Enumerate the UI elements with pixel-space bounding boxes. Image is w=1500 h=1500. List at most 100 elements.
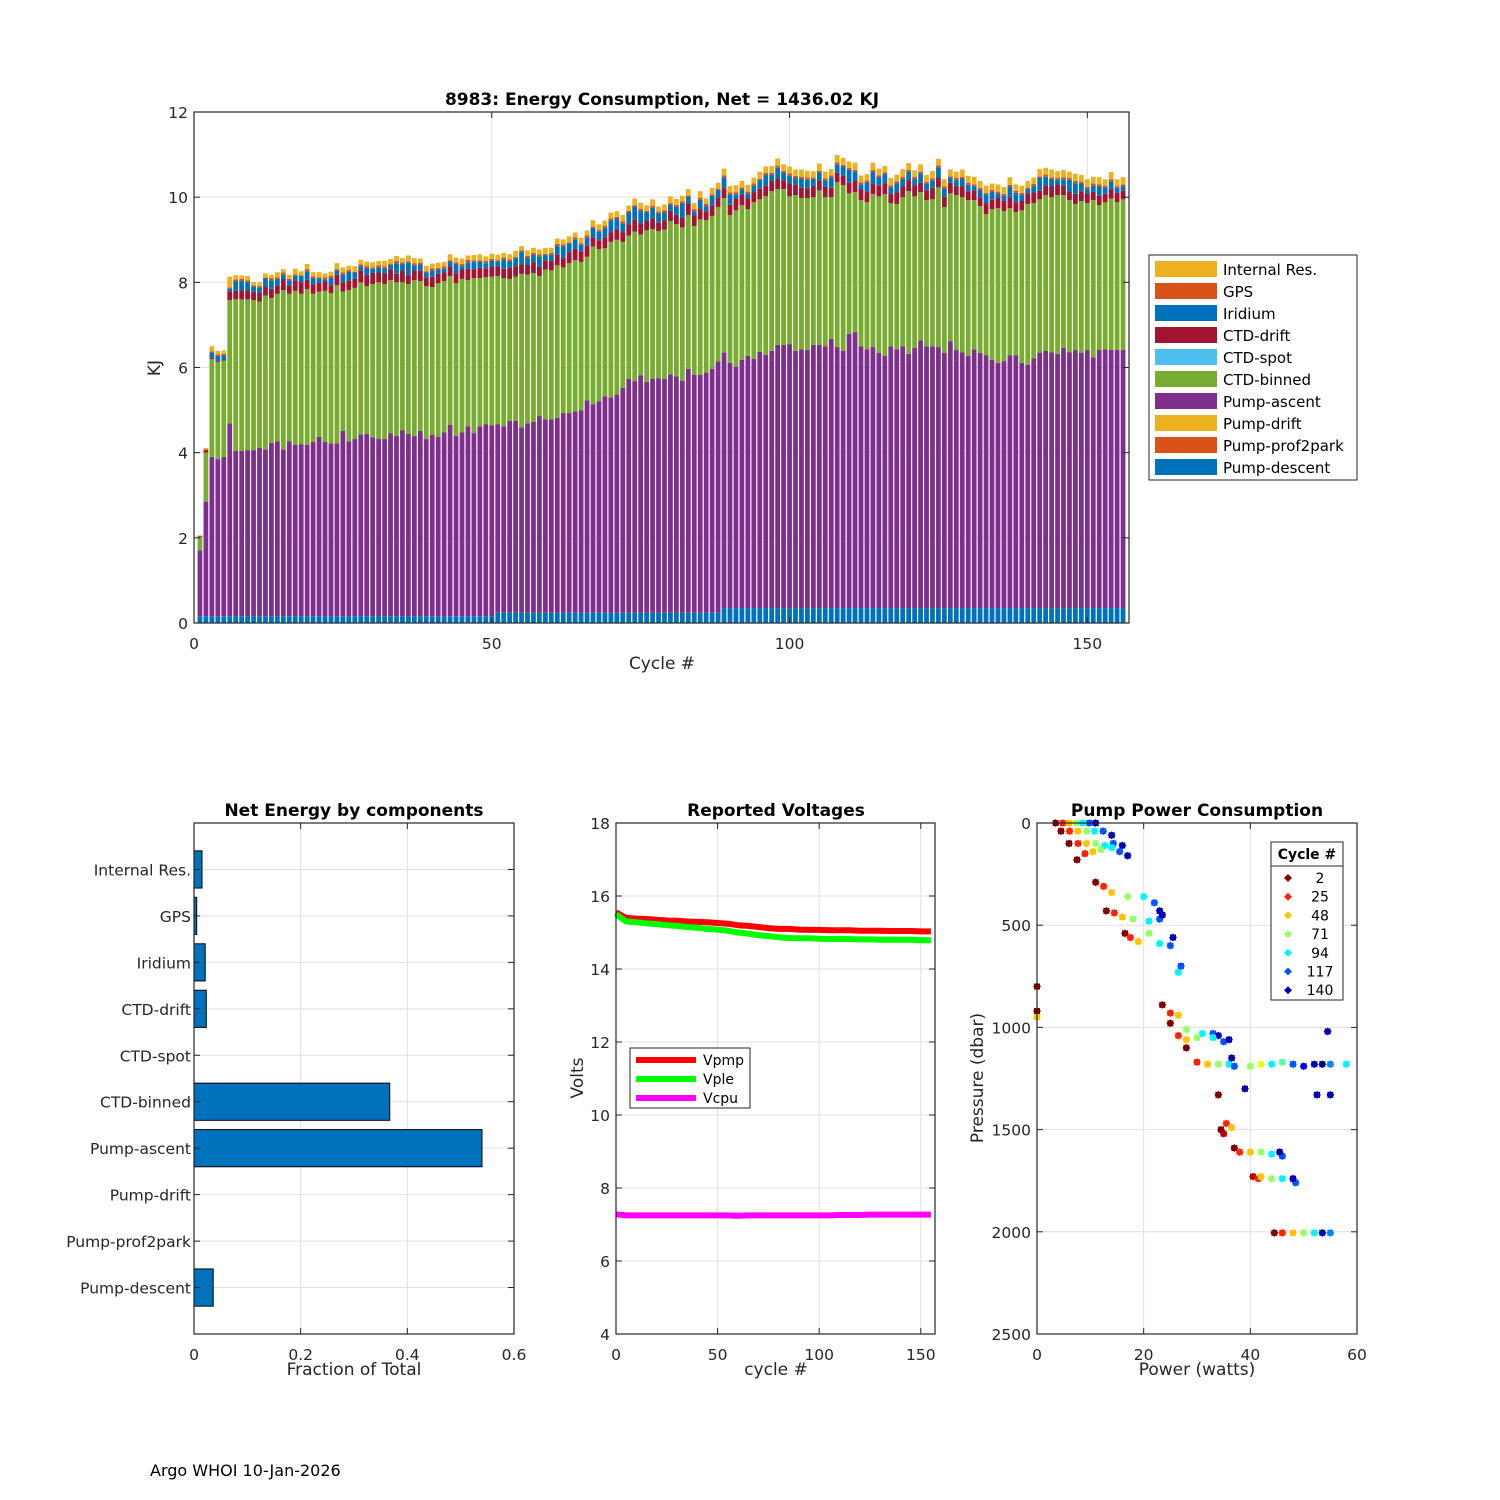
cycle-bar-stack (1061, 169, 1066, 623)
bar-segment-ctd-drift (715, 197, 721, 207)
bar-segment-internal-res- (977, 180, 983, 188)
bar-segment-iridium (828, 177, 834, 188)
bar-segment-pump-descent (251, 616, 256, 623)
bar-segment-pump-descent (215, 616, 221, 623)
bar-segment-pump-ascent (537, 416, 542, 613)
bar-segment-ctd-binned (203, 452, 209, 502)
bar-segment-ctd-binned (554, 265, 560, 418)
bar-segment-pump-ascent (1049, 352, 1054, 609)
bar-segment-pump-descent (578, 612, 584, 623)
bar-segment-pump-ascent (513, 420, 518, 613)
bar-segment-internal-res- (382, 260, 387, 267)
bar-segment-pump-descent (936, 608, 941, 623)
x-tick-label: 40 (1240, 1346, 1260, 1364)
bar-segment-ctd-binned (423, 286, 429, 440)
bar-segment-pump-ascent (560, 413, 566, 613)
bar-segment-gps (423, 271, 429, 273)
reported-voltages-chart: 0 50 100 150 4 6 8 10 12 14 16 18 Reported Voltages c… (568, 801, 936, 1380)
bar-segment-gps (531, 252, 536, 255)
bar-segment-pump-descent (876, 608, 882, 623)
scatter-point-core (1279, 1153, 1286, 1160)
bar-segment-ctd-binned (513, 276, 518, 421)
cycle-bar-stack (602, 220, 608, 623)
cycle-bar-stack (739, 180, 745, 623)
scatter-point-core (1194, 1034, 1200, 1041)
cycle-bar-stack (751, 177, 757, 623)
bar-segment-iridium (274, 278, 280, 286)
bar-segment-internal-res- (596, 224, 602, 230)
scatter-point-core (1175, 969, 1182, 976)
bar-segment-internal-res- (1102, 179, 1108, 186)
bar-segment-ctd-binned (691, 226, 697, 375)
bar-segment-gps (328, 275, 334, 278)
bar-segment-ctd-binned (870, 194, 876, 348)
bar-segment-ctd-binned (727, 215, 733, 363)
bar-segment-pump-descent (679, 612, 685, 623)
scatter-point-core (1167, 1010, 1174, 1017)
bar-segment-pump-descent (810, 608, 816, 623)
scatter-point-core (1242, 1085, 1248, 1092)
bar-segment-pump-ascent (703, 372, 709, 613)
bar-segment-iridium (1055, 179, 1060, 185)
bar-segment-iridium (596, 231, 602, 241)
bar-segment-pump-descent (727, 608, 733, 623)
bar-segment-pump-descent (1025, 608, 1031, 623)
bar-segment-gps (840, 164, 846, 167)
bar-segment-pump-descent (197, 616, 203, 623)
bar-segment-ctd-drift (251, 291, 256, 301)
bar-segment-ctd-binned (1108, 198, 1114, 351)
bar-segment-ctd-drift (1019, 200, 1025, 211)
bar-segment-ctd-binned (286, 293, 292, 442)
cycle-bar-stack (912, 170, 917, 623)
bar-segment-pump-descent (918, 608, 923, 623)
bar-segment-ctd-drift (513, 266, 518, 277)
bar-segment-internal-res- (477, 254, 483, 261)
bar-segment-ctd-drift (965, 191, 971, 201)
bar-segment-iridium (1037, 178, 1043, 191)
legend-label: 2 (1316, 871, 1325, 887)
bar-segment-iridium (971, 186, 977, 191)
bar-segment-ctd-binned (197, 536, 203, 551)
scatter-point-core (1159, 911, 1166, 918)
bar-segment-gps (1055, 178, 1060, 180)
bar-segment-internal-res- (459, 258, 465, 265)
bar-segment-iridium (376, 267, 381, 273)
bar-segment-gps (537, 254, 542, 257)
cycle-bar-stack (608, 212, 614, 623)
bar-segment-internal-res- (614, 211, 620, 217)
bar-segment-ctd-drift (376, 272, 381, 283)
bar-segment-gps (441, 266, 447, 269)
cycle-bar-stack (560, 239, 566, 623)
bar-segment-ctd-drift (465, 268, 471, 281)
bar-segment-gps (590, 226, 596, 228)
bar-segment-iridium (411, 265, 417, 271)
bar-segment-pump-descent (816, 608, 822, 623)
bar-segment-pump-descent (596, 612, 602, 623)
bar-segment-ctd-drift (638, 223, 644, 235)
bar-segment-pump-descent (209, 616, 215, 623)
bar-segment-ctd-binned (668, 221, 673, 375)
bar-segment-pump-descent (799, 608, 804, 623)
bar-segment-ctd-binned (495, 275, 501, 425)
bar-segment-ctd-binned (775, 189, 781, 345)
scatter-point-core (1108, 889, 1115, 896)
bar-segment-pump-ascent (453, 436, 459, 617)
bar-segment-internal-res- (1007, 177, 1013, 185)
scatter-point-core (1110, 840, 1117, 847)
cycle-bar-stack (679, 195, 685, 623)
bar-segment-ctd-drift (590, 237, 596, 247)
bar-segment-ctd-binned (638, 234, 644, 376)
bar-segment-ctd-binned (995, 208, 1001, 363)
bar-segment-gps (352, 271, 358, 273)
cycle-bar-stack (697, 191, 703, 623)
bar-segment-ctd-drift (417, 270, 423, 282)
bar-segment-ctd-binned (864, 202, 870, 350)
bar-segment-pump-descent (965, 608, 971, 623)
scatter-point-core (1268, 1151, 1275, 1158)
bar-segment-internal-res- (423, 265, 429, 272)
bar-segment-pump-descent (370, 616, 376, 623)
bar-segment-internal-res- (662, 204, 667, 211)
bar-segment-ctd-drift (239, 290, 245, 300)
cycle-bar-stack (358, 259, 364, 623)
x-tick-label: 100 (804, 1346, 834, 1364)
